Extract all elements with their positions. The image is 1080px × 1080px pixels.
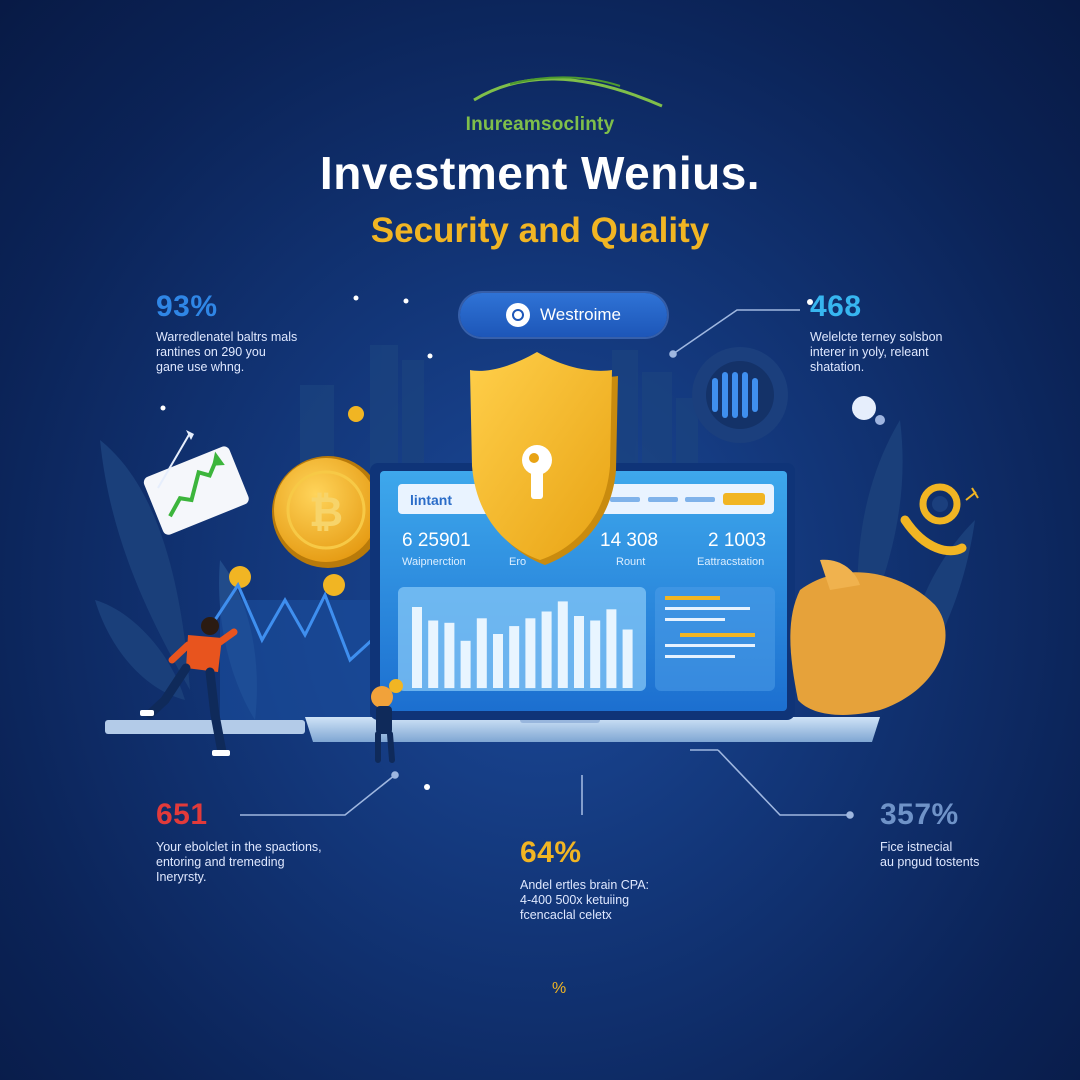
location-pill-label: Westroime <box>540 305 621 324</box>
dashboard-bar <box>412 607 422 688</box>
stat-bottom-center-line-3: fcencaclal celetx <box>520 908 612 922</box>
stat-top-left-line-2: rantines on 290 you <box>156 345 266 359</box>
stat-bottom-center-line-2: 4-400 500x ketuiing <box>520 893 630 907</box>
running-person-illustration <box>140 617 238 757</box>
dashboard-metric-label-1: Waipnerction <box>402 556 466 568</box>
location-pin-icon <box>506 303 531 327</box>
dashboard-bar <box>460 640 471 689</box>
speaker-icon <box>692 347 788 443</box>
stat-bottom-center-text: Andel ertles brain CPA: 4-400 500x ketui… <box>520 878 710 923</box>
dashboard-bars <box>412 601 633 689</box>
stat-top-right-value: 468 <box>810 290 862 323</box>
dashboard-bar <box>428 620 439 688</box>
stat-top-left-value: 93% <box>156 290 218 323</box>
location-pill-button[interactable]: Westroime <box>460 293 667 337</box>
dashboard-metric-label-2: Rount <box>616 556 645 568</box>
trend-arrow-line <box>157 432 191 489</box>
stat-top-right-line-1: Welelcte terney solsbon <box>810 330 943 344</box>
dashboard-metric-label-3: Eattracstation <box>697 556 764 568</box>
stat-bottom-left-line-2: entoring and tremeding <box>156 855 285 869</box>
bitcoin-coin-icon: ₿ <box>272 456 384 568</box>
dashboard-bar <box>590 620 601 688</box>
brand-logo-icon <box>473 76 663 108</box>
stat-top-left: 93% Warredlenatel baltrs mals rantines o… <box>156 290 356 375</box>
dashboard-metric-value-3: 2 1003 <box>708 530 766 551</box>
dashboard-bar <box>493 634 503 688</box>
city-skyline <box>300 345 698 475</box>
stat-top-right: 468 Welelcte terney solsbon interer in y… <box>810 290 1010 375</box>
dashboard-metric-value-1: 6 25901 <box>402 530 471 551</box>
stat-bottom-left: 651 Your ebolclet in the spactions, ento… <box>156 798 356 885</box>
stat-bottom-right-line-2: au pngud tostents <box>880 855 980 869</box>
stat-top-left-line-1: Warredlenatel baltrs mals <box>156 330 298 344</box>
dashboard-header-label: lintant <box>410 492 452 508</box>
stat-top-right-line-2: interer in yoly, releant <box>810 345 929 359</box>
brand-name: Inureamsoclinty <box>465 114 615 135</box>
dashboard-bar <box>476 618 487 689</box>
page-title: Investment Wenius. <box>319 147 761 199</box>
dashboard-bar <box>606 609 617 689</box>
stat-bottom-right-text: Fice istnecial au pngud tostents <box>880 840 1060 870</box>
piggy-bank-icon <box>790 483 979 715</box>
svg-text:₿: ₿ <box>309 487 343 536</box>
trend-card <box>143 446 249 535</box>
dashboard-metric-value-2: 14 308 <box>600 530 658 551</box>
dashboard-bar <box>541 611 552 688</box>
stat-bottom-right: 357% Fice istnecial au pngud tostents <box>880 798 1060 870</box>
dashboard-bar <box>622 629 633 688</box>
trend-arrow-icon <box>186 430 194 440</box>
stat-bottom-left-value: 651 <box>156 798 208 831</box>
stat-bottom-left-text: Your ebolclet in the spactions, entoring… <box>156 840 356 885</box>
dashboard-bar <box>444 622 455 689</box>
stat-bottom-right-line-1: Fice istnecial <box>880 840 953 854</box>
stat-top-left-text: Warredlenatel baltrs mals rantines on 29… <box>156 330 356 375</box>
small-person-illustration <box>371 679 403 763</box>
stat-bottom-center-value: 64% <box>520 836 582 869</box>
background-line-chart <box>213 581 374 720</box>
connector-lines <box>240 309 854 819</box>
stat-top-left-line-3: gane use whng. <box>156 360 245 374</box>
dashboard-bar <box>557 601 568 688</box>
page-subtitle: Security and Quality <box>370 211 710 250</box>
shield-lock-icon <box>470 352 618 565</box>
stat-bottom-left-line-3: Ineryrsty. <box>156 870 207 884</box>
stat-bottom-left-line-1: Your ebolclet in the spactions, <box>156 840 322 854</box>
dashboard-bar <box>509 626 520 688</box>
stat-top-right-text: Welelcte terney solsbon interer in yoly,… <box>810 330 1010 375</box>
laptop-screen <box>370 463 795 720</box>
stat-bottom-center-line-1: Andel ertles brain CPA: <box>520 878 649 892</box>
decor-dots <box>160 295 885 790</box>
stat-bottom-center: 64% Andel ertles brain CPA: 4-400 500x k… <box>520 836 710 923</box>
footer-mark-icon: % <box>552 980 567 997</box>
stat-bottom-right-value: 357% <box>880 798 959 831</box>
stat-top-right-line-3: shatation. <box>810 360 865 374</box>
dashboard-bar <box>574 616 584 688</box>
dashboard-extra-label: Ero <box>509 556 526 568</box>
dashboard-bar <box>525 618 536 689</box>
